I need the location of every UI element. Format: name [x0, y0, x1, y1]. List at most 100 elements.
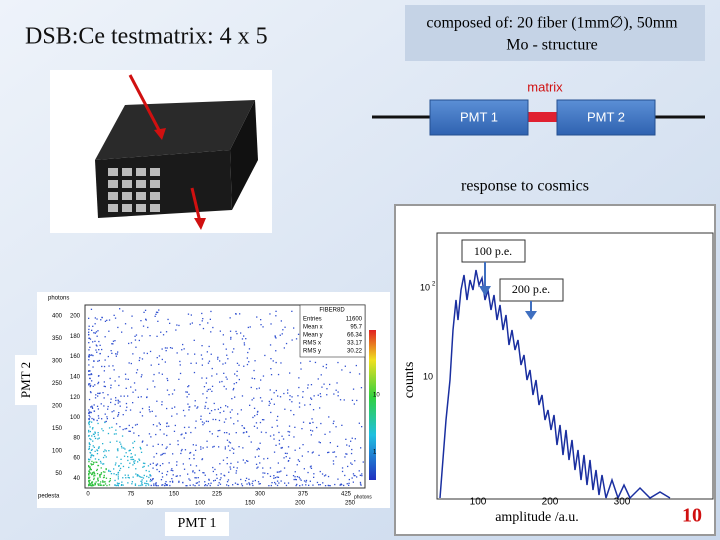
point	[92, 463, 94, 465]
point	[108, 481, 110, 483]
point	[149, 480, 151, 482]
point	[93, 471, 95, 473]
point	[88, 325, 90, 327]
point	[115, 399, 117, 402]
point	[201, 320, 203, 322]
point	[97, 438, 99, 440]
point	[267, 473, 269, 475]
point	[277, 395, 279, 397]
point	[134, 339, 137, 341]
point	[89, 484, 91, 486]
point	[204, 484, 207, 486]
point	[223, 432, 226, 434]
point	[137, 396, 139, 398]
point	[201, 358, 204, 360]
point	[354, 438, 356, 440]
point	[97, 381, 100, 383]
point	[103, 397, 105, 399]
x-axis-label: PMT 1	[177, 516, 216, 531]
point	[96, 449, 98, 451]
tick-label: 100	[195, 501, 206, 507]
point	[180, 452, 182, 455]
point	[252, 480, 254, 482]
point	[174, 424, 176, 427]
point	[143, 474, 145, 477]
point	[90, 463, 92, 465]
point	[278, 439, 280, 442]
point	[107, 394, 109, 396]
matrix-bar	[525, 112, 560, 122]
point	[174, 406, 176, 408]
point	[161, 484, 163, 486]
point	[92, 445, 94, 447]
point	[142, 462, 145, 464]
point	[260, 379, 262, 381]
point	[166, 434, 168, 437]
point	[133, 440, 136, 443]
point	[92, 325, 94, 327]
point	[234, 373, 236, 375]
point	[92, 427, 94, 429]
point	[138, 459, 141, 461]
point	[104, 320, 107, 322]
point	[93, 478, 95, 481]
stats-name: RMS y	[303, 349, 321, 355]
point	[183, 348, 185, 350]
tick-label: 100	[52, 449, 63, 455]
point	[200, 446, 202, 448]
tick-label: 350	[52, 336, 63, 342]
point	[217, 484, 219, 486]
point	[91, 428, 94, 430]
point	[114, 380, 116, 382]
point	[210, 331, 212, 333]
point	[122, 310, 124, 312]
point	[93, 435, 96, 438]
point	[96, 351, 98, 353]
pmt-box	[429, 99, 529, 136]
point	[312, 451, 314, 453]
point	[283, 457, 285, 459]
point	[190, 362, 192, 364]
point	[140, 484, 142, 487]
point	[155, 433, 157, 436]
point	[241, 425, 243, 427]
point	[105, 468, 107, 471]
tick-label: 200	[295, 501, 306, 507]
point	[95, 461, 97, 463]
point	[278, 482, 280, 484]
point	[275, 444, 277, 446]
point	[89, 338, 92, 340]
point	[166, 407, 168, 410]
point	[281, 447, 283, 449]
point	[202, 424, 204, 426]
point	[258, 387, 260, 389]
point	[257, 466, 259, 468]
point	[312, 409, 315, 411]
point	[91, 373, 93, 376]
point	[88, 470, 91, 473]
point	[102, 471, 105, 473]
point	[310, 467, 313, 469]
point	[95, 344, 97, 346]
point	[88, 442, 90, 444]
point	[93, 472, 95, 474]
point	[348, 482, 350, 484]
point	[227, 358, 229, 360]
point	[287, 446, 290, 448]
point	[223, 372, 225, 374]
point	[298, 476, 300, 478]
point	[140, 480, 142, 482]
point	[319, 407, 321, 409]
point	[199, 324, 201, 326]
point	[291, 401, 293, 403]
point	[131, 483, 133, 485]
point	[141, 476, 143, 478]
point	[117, 351, 119, 353]
point	[96, 473, 99, 475]
point	[319, 470, 321, 473]
point	[93, 404, 95, 406]
point	[106, 319, 108, 321]
point	[231, 351, 234, 353]
point	[141, 479, 143, 481]
point	[292, 475, 295, 477]
